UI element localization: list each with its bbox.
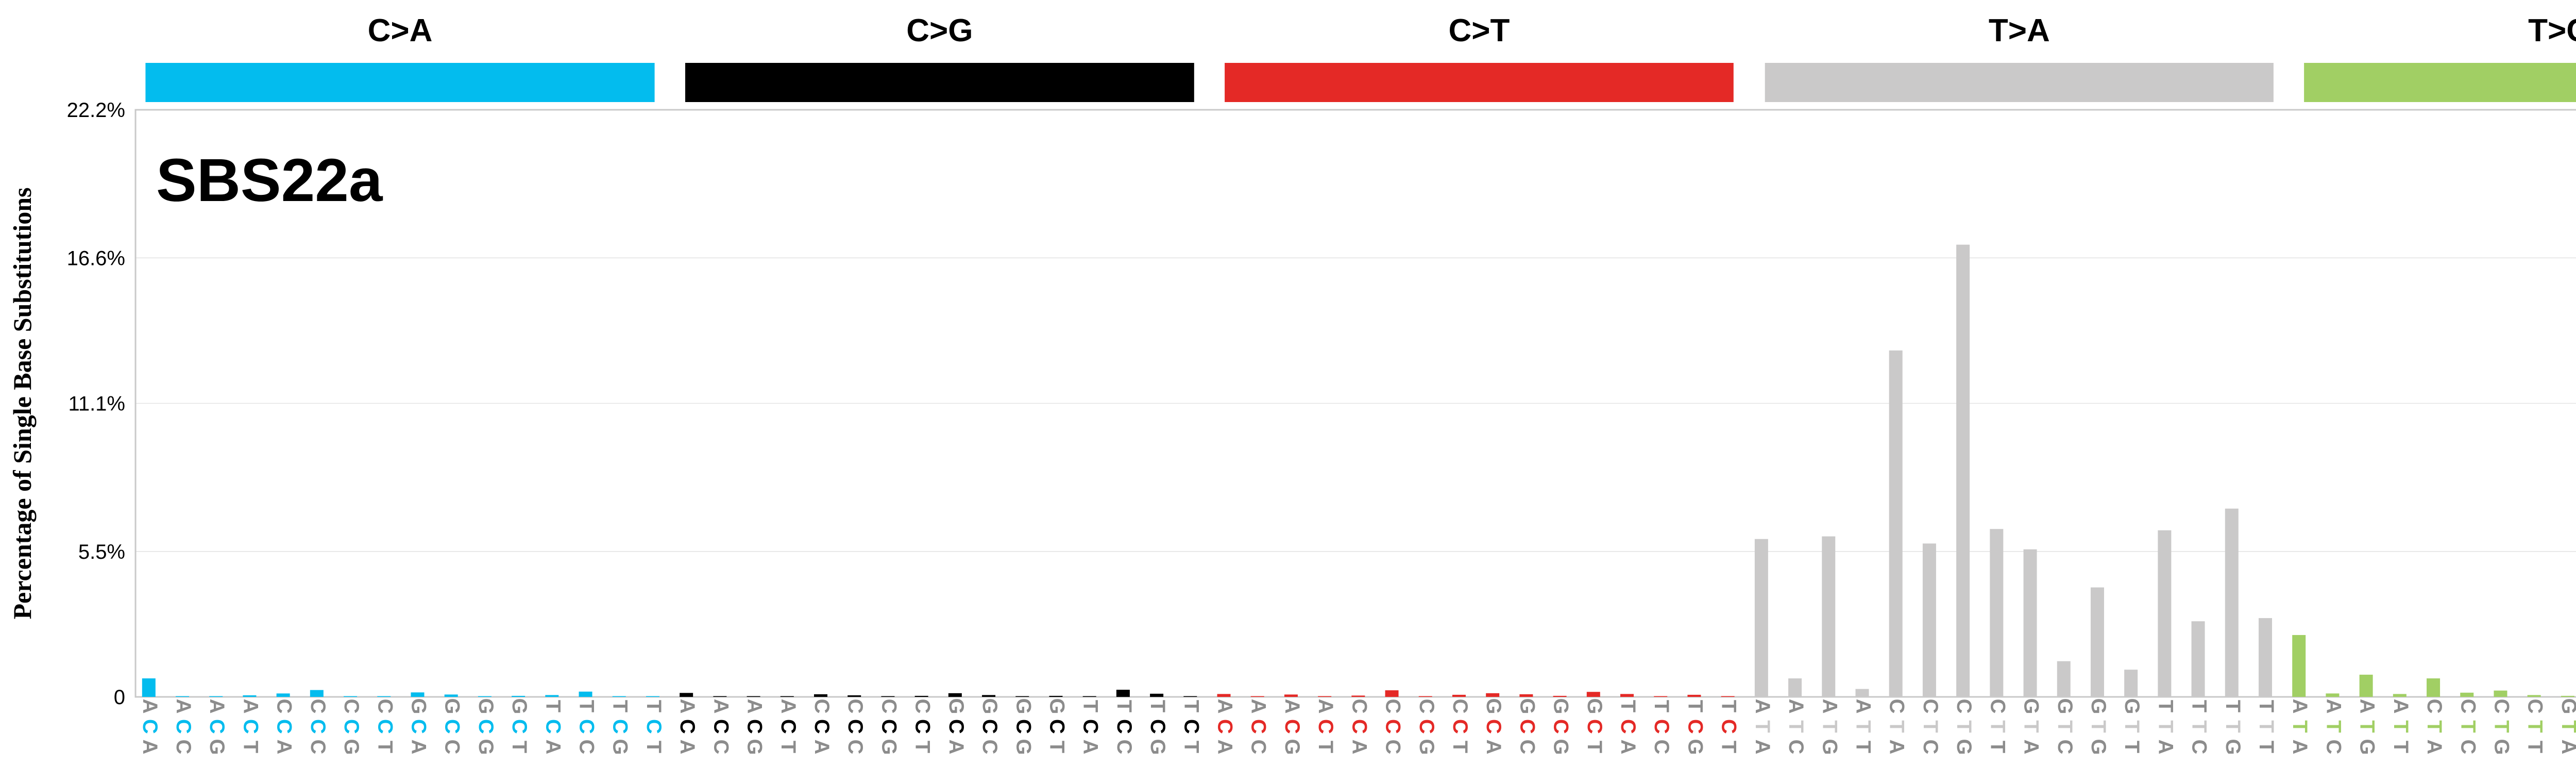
svg-text:GCC: GCC [1516, 698, 1539, 754]
svg-text:CCG: CCG [1415, 699, 1438, 755]
svg-text:CCC: CCC [1382, 699, 1404, 755]
svg-text:ATG: ATG [2356, 699, 2379, 755]
svg-text:CCG: CCG [340, 699, 363, 755]
svg-text:ACT: ACT [240, 699, 262, 754]
svg-text:C>G: C>G [906, 13, 973, 48]
svg-text:TTC: TTC [2188, 700, 2211, 755]
svg-text:GCC: GCC [441, 698, 464, 754]
svg-text:ATA: ATA [1751, 699, 1774, 755]
svg-text:ACC: ACC [710, 699, 733, 755]
svg-text:SBS22a: SBS22a [156, 146, 383, 214]
svg-text:ACC: ACC [172, 699, 195, 755]
svg-text:GTG: GTG [2087, 698, 2110, 755]
svg-text:C>A: C>A [368, 13, 433, 48]
svg-text:GCC: GCC [978, 698, 1001, 754]
svg-text:CCT: CCT [911, 699, 934, 754]
svg-text:T>A: T>A [1989, 13, 2050, 48]
svg-text:CCA: CCA [1348, 699, 1371, 755]
svg-text:ACC: ACC [1247, 699, 1270, 755]
svg-text:GCG: GCG [474, 698, 497, 755]
svg-text:CCT: CCT [374, 699, 397, 754]
svg-text:TCA: TCA [1617, 700, 1639, 755]
svg-text:TCC: TCC [1651, 700, 1673, 755]
svg-text:ATG: ATG [1819, 699, 1841, 755]
svg-text:CCC: CCC [307, 699, 329, 755]
svg-text:CTA: CTA [2423, 699, 2446, 755]
svg-text:Percentage of Single Base Subs: Percentage of Single Base Substitutions [8, 188, 37, 620]
svg-text:CTT: CTT [1987, 699, 2009, 754]
svg-text:ACG: ACG [743, 699, 766, 755]
svg-text:TCT: TCT [1718, 700, 1740, 753]
svg-text:ACG: ACG [1281, 699, 1303, 755]
svg-text:ATC: ATC [1785, 699, 1808, 755]
svg-text:TCC: TCC [575, 700, 598, 755]
svg-text:CTG: CTG [1953, 699, 1976, 755]
svg-text:GTT: GTT [2121, 698, 2144, 753]
svg-text:GCG: GCG [1550, 698, 1572, 755]
svg-text:GTC: GTC [2054, 698, 2076, 754]
svg-text:GTA: GTA [2020, 698, 2043, 754]
svg-text:TTA: TTA [2155, 700, 2177, 755]
svg-text:TCG: TCG [1147, 700, 1170, 755]
svg-text:TCT: TCT [1180, 700, 1203, 753]
svg-text:ATA: ATA [2289, 699, 2312, 755]
svg-text:CCG: CCG [878, 699, 901, 755]
svg-text:CTT: CTT [2524, 699, 2547, 754]
svg-text:22.2%: 22.2% [67, 99, 125, 122]
svg-text:ACT: ACT [777, 699, 800, 754]
svg-text:CTG: CTG [2490, 699, 2513, 755]
svg-text:CTA: CTA [1886, 699, 1908, 755]
svg-text:TTG: TTG [2222, 700, 2244, 755]
svg-text:11.1%: 11.1% [69, 393, 125, 415]
svg-text:GTA: GTA [2557, 698, 2576, 754]
svg-text:GCT: GCT [1583, 698, 1606, 753]
svg-text:TCG: TCG [609, 700, 632, 755]
svg-text:GCA: GCA [408, 698, 430, 754]
svg-text:GCT: GCT [1046, 698, 1069, 753]
svg-text:ATT: ATT [1852, 699, 1875, 754]
svg-text:TCG: TCG [1684, 700, 1707, 755]
svg-text:TCA: TCA [542, 700, 565, 755]
svg-text:ACG: ACG [206, 699, 229, 755]
svg-text:GCG: GCG [1012, 698, 1035, 755]
svg-text:ATT: ATT [2389, 699, 2412, 754]
svg-text:CCA: CCA [273, 699, 296, 755]
svg-text:TCC: TCC [1113, 700, 1136, 755]
svg-text:GCA: GCA [945, 698, 968, 754]
svg-text:C>T: C>T [1448, 13, 1510, 48]
svg-text:0: 0 [114, 686, 125, 709]
svg-text:T>C: T>C [2528, 13, 2576, 48]
svg-text:ACA: ACA [676, 699, 699, 755]
svg-text:CCT: CCT [1449, 699, 1471, 754]
svg-text:16.6%: 16.6% [67, 247, 125, 270]
svg-text:TCA: TCA [1079, 700, 1102, 755]
svg-text:CCC: CCC [844, 699, 867, 755]
svg-text:5.5%: 5.5% [78, 541, 125, 563]
svg-text:CTC: CTC [1919, 699, 1942, 755]
svg-text:TTT: TTT [2255, 700, 2278, 753]
svg-text:TCT: TCT [642, 700, 665, 753]
svg-text:GCA: GCA [1483, 698, 1505, 754]
svg-text:ATC: ATC [2323, 699, 2345, 755]
svg-text:ACT: ACT [1315, 699, 1337, 754]
svg-text:CCA: CCA [810, 699, 833, 755]
svg-text:ACA: ACA [1214, 699, 1236, 755]
svg-text:CTC: CTC [2457, 699, 2480, 755]
svg-text:GCT: GCT [509, 698, 531, 753]
svg-text:ACA: ACA [139, 699, 161, 755]
